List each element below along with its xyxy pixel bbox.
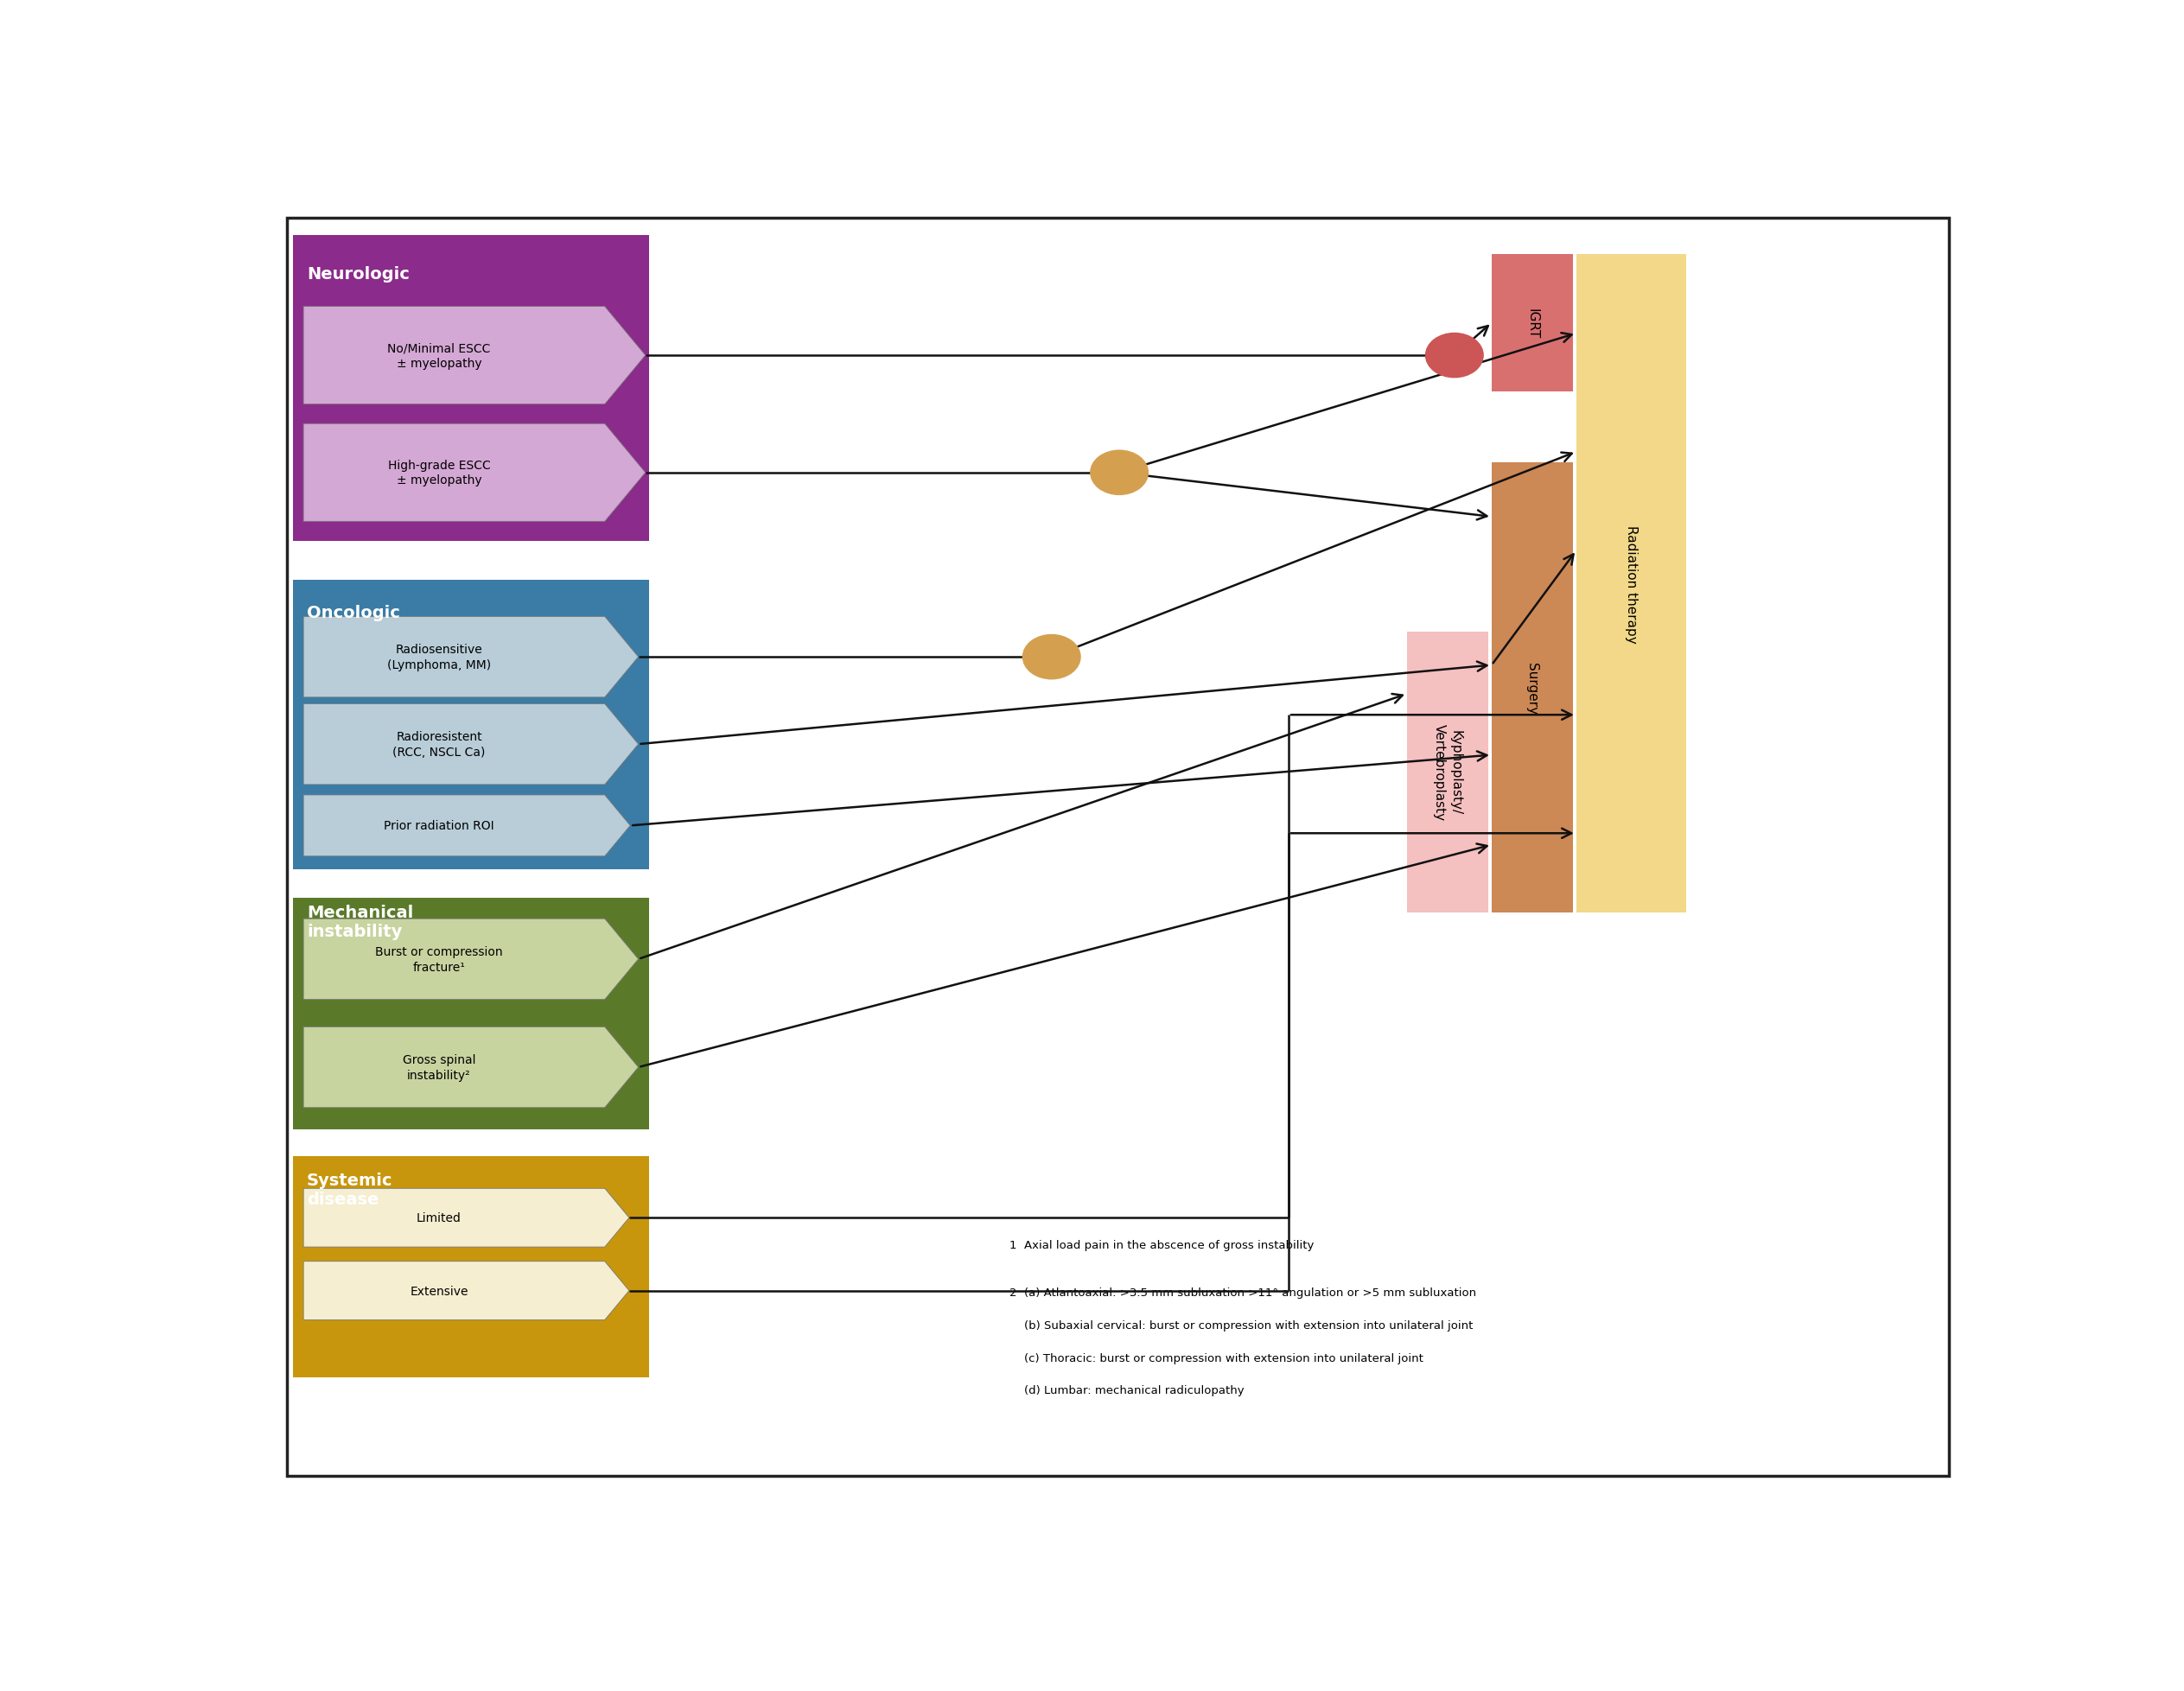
Circle shape xyxy=(1426,333,1483,379)
Bar xyxy=(1492,255,1572,392)
Text: Oncologic: Oncologic xyxy=(306,605,400,621)
Text: Limited: Limited xyxy=(417,1212,461,1224)
Text: Radiation therapy: Radiation therapy xyxy=(1625,524,1638,643)
Text: Gross spinal
instability²: Gross spinal instability² xyxy=(402,1053,476,1081)
Bar xyxy=(1577,255,1686,913)
Text: 2  (a) Atlantoaxial: >3.5 mm subluxation >11° angulation or >5 mm subluxation: 2 (a) Atlantoaxial: >3.5 mm subluxation … xyxy=(1009,1287,1476,1299)
Text: Burst or compression
fracture¹: Burst or compression fracture¹ xyxy=(376,945,502,972)
Text: Mechanical
instability: Mechanical instability xyxy=(306,905,413,940)
Polygon shape xyxy=(304,308,646,404)
Text: 1  Axial load pain in the abscence of gross instability: 1 Axial load pain in the abscence of gro… xyxy=(1009,1240,1315,1250)
Text: Prior radiation ROI: Prior radiation ROI xyxy=(384,820,494,832)
Text: Surgery: Surgery xyxy=(1527,661,1540,714)
Polygon shape xyxy=(304,795,631,857)
Bar xyxy=(293,1157,649,1378)
Text: Radiosensitive
(Lymphoma, MM): Radiosensitive (Lymphoma, MM) xyxy=(387,644,491,671)
Text: (b) Subaxial cervical: burst or compression with extension into unilateral joint: (b) Subaxial cervical: burst or compress… xyxy=(1009,1319,1472,1331)
Bar xyxy=(1406,632,1487,913)
Circle shape xyxy=(1022,636,1081,680)
Text: (c) Thoracic: burst or compression with extension into unilateral joint: (c) Thoracic: burst or compression with … xyxy=(1009,1353,1424,1363)
Polygon shape xyxy=(304,1189,629,1248)
Polygon shape xyxy=(304,424,646,523)
Text: Extensive: Extensive xyxy=(411,1285,467,1297)
Bar xyxy=(1492,463,1572,913)
Text: IGRT: IGRT xyxy=(1527,308,1540,338)
Text: Systemic
disease: Systemic disease xyxy=(306,1172,393,1207)
Text: Radioresistent
(RCC, NSCL Ca): Radioresistent (RCC, NSCL Ca) xyxy=(393,731,485,758)
Polygon shape xyxy=(304,920,638,999)
Circle shape xyxy=(1090,451,1149,495)
Text: High-grade ESCC
± myelopathy: High-grade ESCC ± myelopathy xyxy=(389,460,491,487)
Bar xyxy=(293,235,649,541)
Polygon shape xyxy=(304,1026,638,1108)
Bar xyxy=(293,898,649,1130)
Text: No/Minimal ESCC
± myelopathy: No/Minimal ESCC ± myelopathy xyxy=(387,342,491,369)
Text: Neurologic: Neurologic xyxy=(306,265,411,282)
Text: Kyphoplasty/
Vertebroplasty: Kyphoplasty/ Vertebroplasty xyxy=(1433,724,1461,822)
Polygon shape xyxy=(304,617,638,698)
Bar xyxy=(293,580,649,869)
Text: (d) Lumbar: mechanical radiculopathy: (d) Lumbar: mechanical radiculopathy xyxy=(1009,1385,1245,1397)
Polygon shape xyxy=(304,703,638,785)
Polygon shape xyxy=(304,1261,629,1321)
